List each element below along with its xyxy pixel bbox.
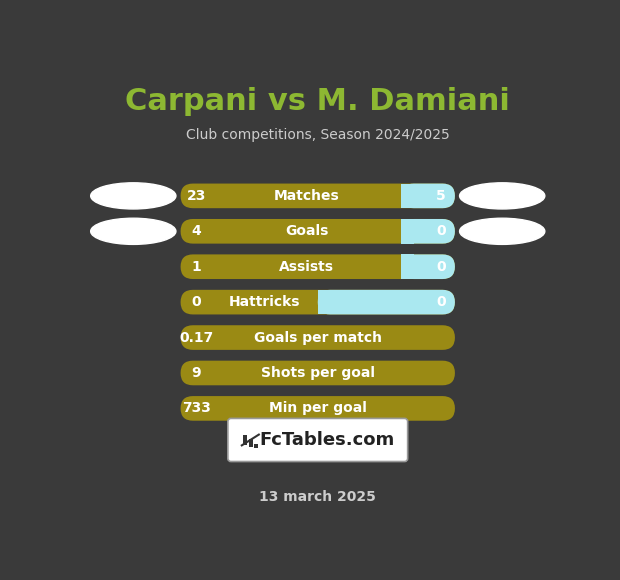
FancyBboxPatch shape bbox=[180, 183, 455, 208]
Text: Matches: Matches bbox=[273, 189, 339, 203]
FancyBboxPatch shape bbox=[401, 183, 455, 208]
FancyBboxPatch shape bbox=[317, 290, 455, 314]
FancyBboxPatch shape bbox=[180, 396, 455, 420]
FancyBboxPatch shape bbox=[228, 418, 408, 462]
Text: Goals per match: Goals per match bbox=[254, 331, 382, 345]
Text: 13 march 2025: 13 march 2025 bbox=[259, 490, 376, 504]
Text: FcTables.com: FcTables.com bbox=[259, 431, 395, 449]
FancyBboxPatch shape bbox=[401, 255, 414, 279]
Ellipse shape bbox=[459, 218, 545, 244]
Ellipse shape bbox=[459, 183, 545, 209]
FancyBboxPatch shape bbox=[317, 290, 330, 314]
Text: 0.17: 0.17 bbox=[179, 331, 213, 345]
FancyBboxPatch shape bbox=[180, 290, 455, 314]
Text: 0: 0 bbox=[436, 295, 446, 309]
FancyBboxPatch shape bbox=[254, 444, 258, 448]
Text: 0: 0 bbox=[436, 224, 446, 238]
Ellipse shape bbox=[91, 183, 176, 209]
FancyBboxPatch shape bbox=[243, 434, 247, 445]
Text: Min per goal: Min per goal bbox=[269, 401, 366, 415]
FancyBboxPatch shape bbox=[180, 219, 455, 244]
FancyBboxPatch shape bbox=[401, 219, 455, 244]
Text: 9: 9 bbox=[191, 366, 201, 380]
Text: 5: 5 bbox=[436, 189, 446, 203]
FancyBboxPatch shape bbox=[180, 255, 455, 279]
Text: Hattricks: Hattricks bbox=[229, 295, 301, 309]
Text: 0: 0 bbox=[191, 295, 201, 309]
FancyBboxPatch shape bbox=[401, 255, 455, 279]
FancyBboxPatch shape bbox=[180, 325, 455, 350]
FancyBboxPatch shape bbox=[249, 439, 253, 447]
Text: 0: 0 bbox=[436, 260, 446, 274]
Text: Goals: Goals bbox=[285, 224, 328, 238]
Text: 4: 4 bbox=[191, 224, 201, 238]
Text: 1: 1 bbox=[191, 260, 201, 274]
FancyBboxPatch shape bbox=[401, 219, 414, 244]
Text: Assists: Assists bbox=[279, 260, 334, 274]
Text: 23: 23 bbox=[187, 189, 206, 203]
Text: Carpani vs M. Damiani: Carpani vs M. Damiani bbox=[125, 88, 510, 117]
Ellipse shape bbox=[91, 218, 176, 244]
FancyBboxPatch shape bbox=[401, 183, 414, 208]
FancyBboxPatch shape bbox=[180, 361, 455, 385]
Text: 733: 733 bbox=[182, 401, 211, 415]
Text: Shots per goal: Shots per goal bbox=[261, 366, 374, 380]
Text: Club competitions, Season 2024/2025: Club competitions, Season 2024/2025 bbox=[186, 128, 450, 142]
